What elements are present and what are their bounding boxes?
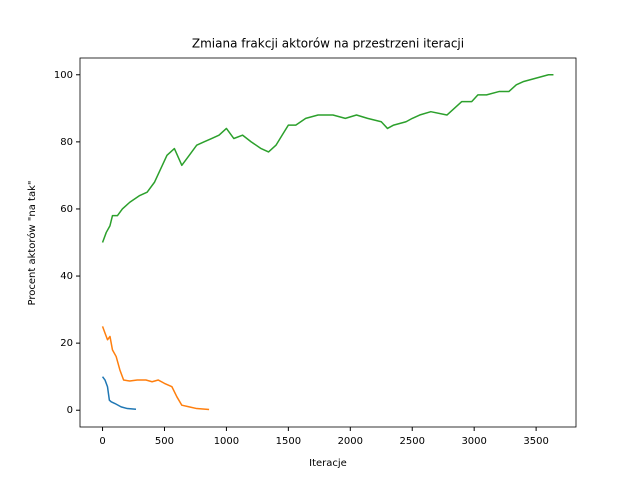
- x-tick-label: 1500: [276, 436, 301, 447]
- chart-title: Zmiana frakcji aktorów na przestrzeni it…: [192, 37, 464, 51]
- x-tick-label: 0: [99, 436, 105, 447]
- x-axis-label: Iteracje: [309, 458, 347, 469]
- x-tick-label: 3000: [461, 436, 486, 447]
- plot-frame: [79, 57, 577, 428]
- series-line: [101, 326, 210, 411]
- x-tick-label: 2500: [400, 436, 425, 447]
- x-tick-label: 500: [155, 436, 174, 447]
- x-tick-label: 2000: [338, 436, 363, 447]
- x-tick-label: 3500: [523, 436, 548, 447]
- x-tick-label: 1000: [214, 436, 239, 447]
- y-axis-label: Procent aktorów "na tak": [26, 181, 38, 306]
- y-tick-label: 0: [67, 405, 73, 416]
- series-line: [101, 74, 554, 243]
- y-tick-label: 20: [60, 338, 73, 349]
- series-line: [101, 376, 137, 410]
- y-tick-label: 80: [60, 137, 73, 148]
- y-tick-label: 40: [60, 271, 73, 282]
- y-tick-label: 60: [60, 204, 73, 215]
- y-tick-label: 100: [54, 70, 73, 81]
